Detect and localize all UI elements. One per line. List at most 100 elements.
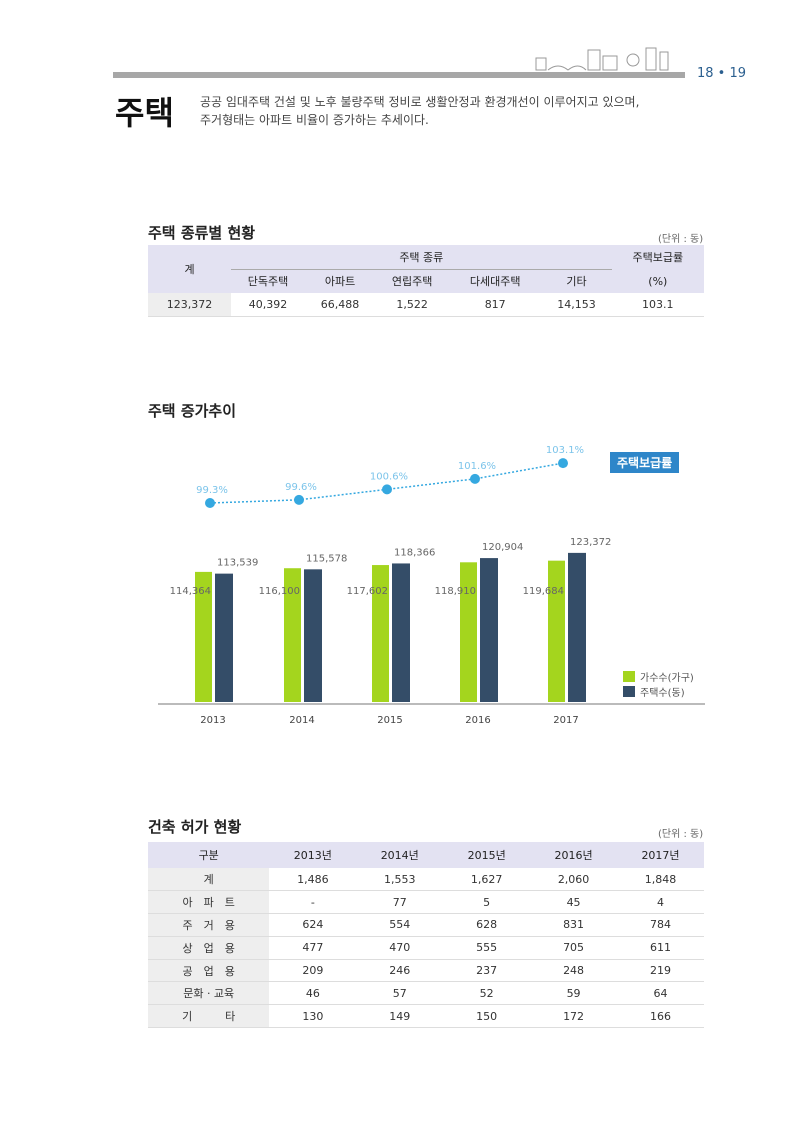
x-tick-label: 2014 xyxy=(289,715,314,726)
rate-label: 100.6% xyxy=(370,471,408,482)
page-title: 주택 xyxy=(115,94,174,132)
table-cell: 123,372 xyxy=(148,293,232,317)
legend-households: 가수수(가구) xyxy=(640,672,694,684)
table-cell: 172 xyxy=(530,1004,618,1029)
rate-point xyxy=(294,494,304,505)
table-cell: 149 xyxy=(356,1004,444,1029)
rate-point xyxy=(558,458,568,469)
bar-households xyxy=(195,571,212,702)
table-row: 계 1,486 1,553 1,627 2,060 1,848 xyxy=(148,868,704,892)
table-cell: 705 xyxy=(530,936,618,960)
intro-text: 공공 임대주택 건설 및 노후 불량주택 정비로 생활안정과 환경개선이 이루어… xyxy=(200,95,640,127)
table-cell: 4 xyxy=(617,890,704,915)
column-header: 2013년 xyxy=(269,842,357,868)
table-cell: 주 거 용 xyxy=(148,913,270,937)
table-row: 문화 · 교육 46 57 52 59 64 xyxy=(148,981,704,1006)
table-cell: 219 xyxy=(617,959,704,983)
table-cell: 기 타 xyxy=(148,1004,270,1029)
table-cell: 기타 xyxy=(541,269,612,293)
table-cell: 2,060 xyxy=(530,868,618,892)
table-cell: 공 업 용 xyxy=(148,959,270,983)
table1-unit: (단위 : 동) xyxy=(658,234,704,245)
city-illustration xyxy=(528,46,688,72)
table-cell: 40,392 xyxy=(231,293,305,317)
rate-line xyxy=(209,462,564,504)
table-row: 공 업 용 209 246 237 248 219 xyxy=(148,959,704,983)
bar-households xyxy=(548,560,565,702)
table-cell: - xyxy=(269,890,357,915)
header-rule xyxy=(113,72,685,78)
table2-title: 건축 허가 현황 xyxy=(148,818,242,836)
table-cell: 아 파 트 xyxy=(148,890,270,915)
column-header: 2015년 xyxy=(443,842,531,868)
header-rate: 주택보급률 xyxy=(611,245,704,269)
label-houses: 113,539 xyxy=(217,558,258,569)
x-tick-label: 2016 xyxy=(465,715,490,726)
table-cell: 연립주택 xyxy=(375,269,450,293)
header-total: 계 xyxy=(148,245,232,293)
label-households: 117,602 xyxy=(347,586,388,597)
table-cell: 628 xyxy=(443,913,531,937)
table-cell: 57 xyxy=(356,981,444,1006)
housing-chart: 114,364 113,539 2013 116,100 115,578 2014 117,… xyxy=(158,445,705,726)
table-cell: 문화 · 교육 xyxy=(148,981,270,1006)
legend-swatch-houses xyxy=(623,686,635,697)
table-cell: 150 xyxy=(443,1004,531,1029)
table-cell: 784 xyxy=(617,913,704,937)
rate-label: 101.6% xyxy=(458,461,496,472)
label-households: 118,910 xyxy=(435,586,476,597)
table-cell: 1,486 xyxy=(269,868,357,892)
bar-houses xyxy=(480,558,498,702)
table-cell: 59 xyxy=(530,981,618,1006)
label-houses: 120,904 xyxy=(482,542,523,553)
page-numbers: 18 • 19 xyxy=(697,66,747,81)
column-header: 구분 xyxy=(148,842,270,868)
rate-point xyxy=(470,473,480,484)
legend-houses: 주택수(동) xyxy=(640,687,685,699)
column-header: 2017년 xyxy=(617,842,704,868)
bar-houses xyxy=(568,552,586,702)
table-cell: 554 xyxy=(356,913,444,937)
bar-houses xyxy=(215,573,233,702)
label-houses: 115,578 xyxy=(306,553,347,564)
table-cell: 다세대주택 xyxy=(449,269,542,293)
legend-swatch-households xyxy=(623,671,635,682)
label-houses: 123,372 xyxy=(570,537,611,548)
bar-houses xyxy=(392,563,410,702)
label-houses: 118,366 xyxy=(394,547,435,558)
bar-households xyxy=(284,568,301,702)
rate-point xyxy=(382,484,392,495)
housing-type-table: 계 주택 종류 주택보급률 단독주택 아파트 연립주택 다세대주택 기타 (%) 123,37… xyxy=(148,245,704,317)
table1-title: 주택 종류별 현황 xyxy=(148,224,256,242)
table-cell: 555 xyxy=(443,936,531,960)
column-header: 2014년 xyxy=(356,842,444,868)
table-cell: 45 xyxy=(530,890,618,915)
table-row: 아 파 트 -77 5 45 4 xyxy=(148,890,704,915)
column-header: 2016년 xyxy=(530,842,618,868)
table-cell: 103.1 xyxy=(611,293,704,317)
table2-unit: (단위 : 동) xyxy=(658,829,704,840)
rate-label: 99.6% xyxy=(285,482,317,493)
bar-households xyxy=(460,562,477,702)
table-cell: 46 xyxy=(269,981,357,1006)
x-tick-label: 2015 xyxy=(377,715,402,726)
table-cell: 237 xyxy=(443,959,531,983)
table-cell: 624 xyxy=(269,913,357,937)
table-cell: 831 xyxy=(530,913,618,937)
table-cell: 66,488 xyxy=(304,293,376,317)
table-cell: 470 xyxy=(356,936,444,960)
rate-legend-badge: 주택보급률 xyxy=(610,452,680,473)
table-cell: 1,627 xyxy=(443,868,531,892)
table-cell: 477 xyxy=(269,936,357,960)
rate-point xyxy=(205,498,215,508)
table-cell: 52 xyxy=(443,981,531,1006)
table-cell: 611 xyxy=(617,936,704,960)
table-cell: 1,553 xyxy=(356,868,444,892)
label-households: 119,684 xyxy=(523,586,564,597)
table-cell: 아파트 xyxy=(304,269,376,293)
table-cell: 상 업 용 xyxy=(148,936,270,960)
table-row: 주 거 용 624 554 628 831 784 xyxy=(148,913,704,937)
label-households: 114,364 xyxy=(170,586,211,597)
table-cell: 246 xyxy=(356,959,444,983)
table-row: 상 업 용 477 470 555 705 611 xyxy=(148,936,704,960)
